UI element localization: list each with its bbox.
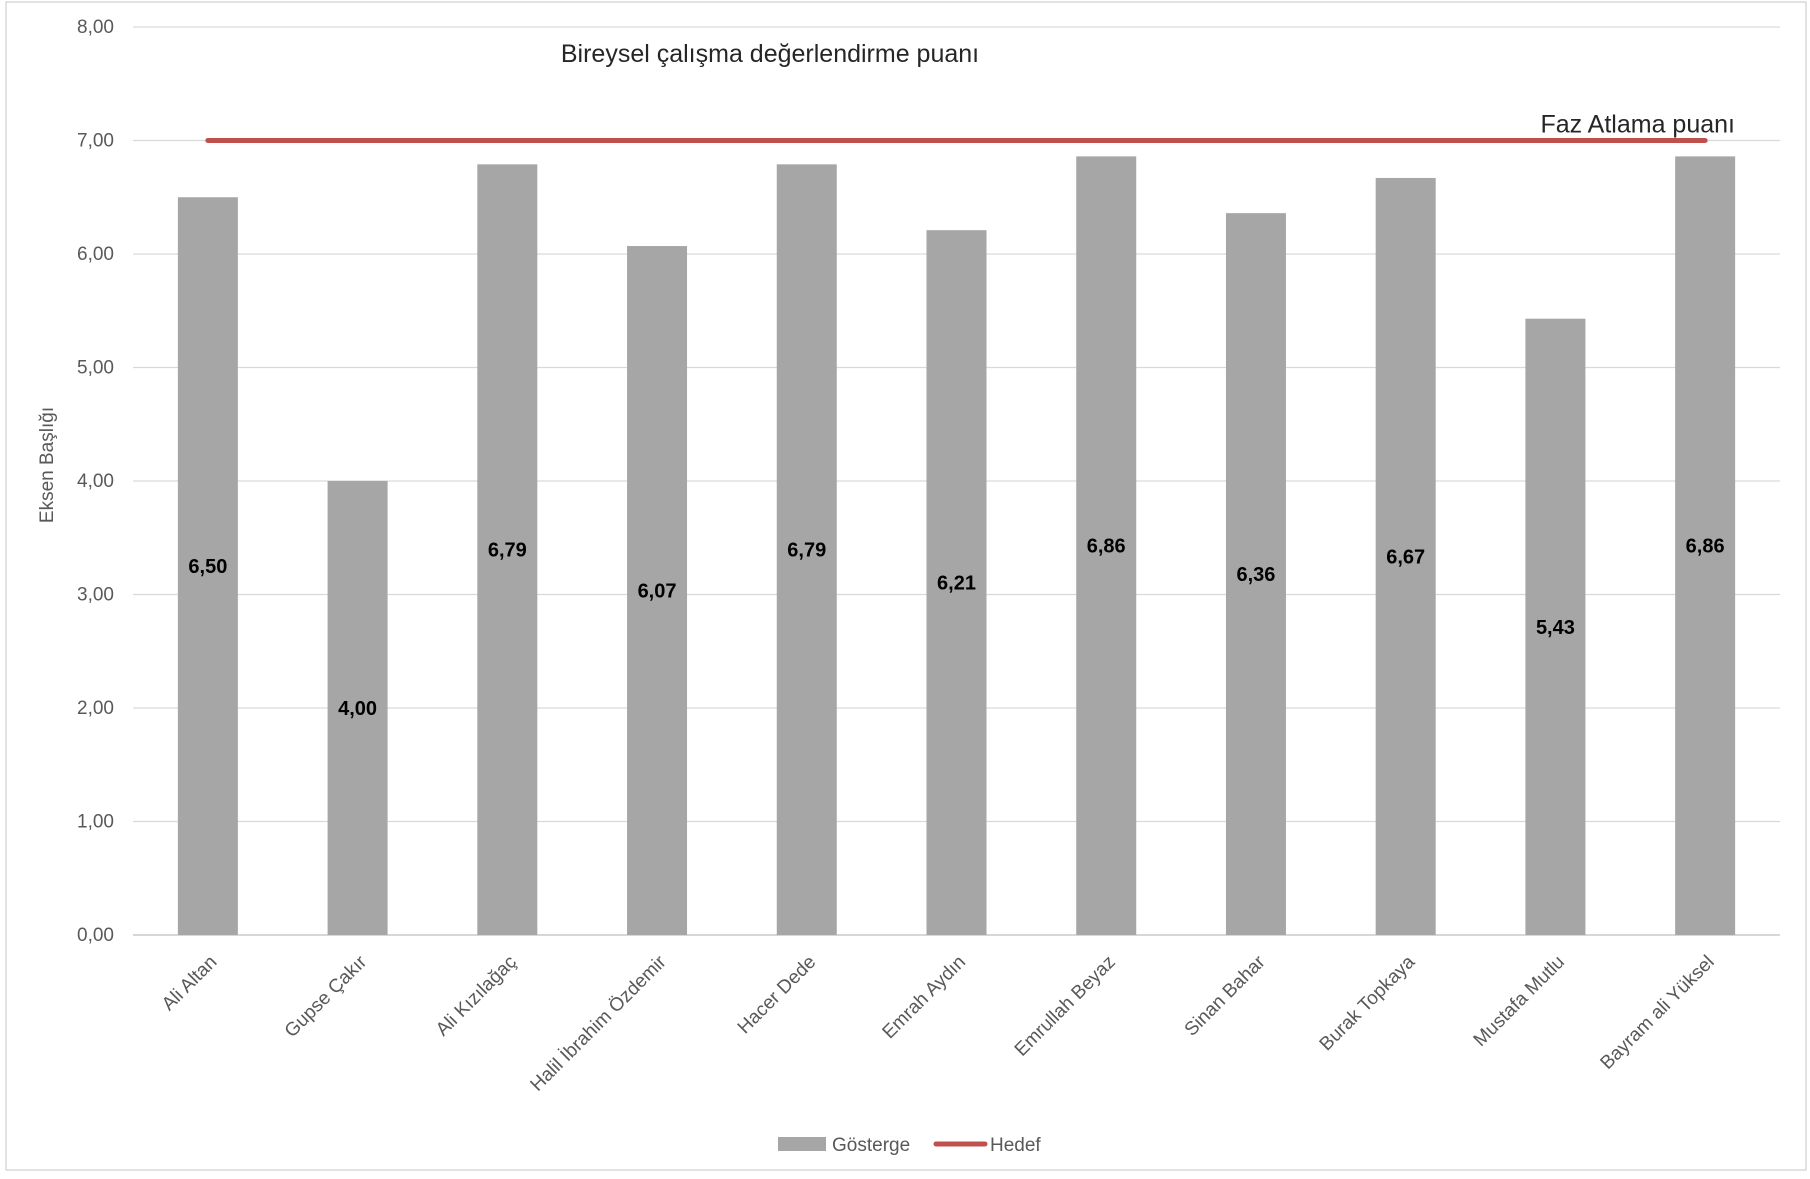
bar xyxy=(627,246,688,935)
bar xyxy=(1076,156,1137,935)
y-tick-label: 1,00 xyxy=(77,812,114,833)
data-label: 6,50 xyxy=(188,556,227,578)
y-tick-label: 8,00 xyxy=(77,17,114,38)
bar xyxy=(776,164,837,935)
bar xyxy=(327,481,388,935)
data-label: 6,79 xyxy=(787,540,826,562)
data-label: 6,86 xyxy=(1087,536,1126,558)
bars xyxy=(177,156,1736,936)
chart-frame xyxy=(5,1,1807,1171)
data-label: 5,43 xyxy=(1536,617,1575,639)
bar xyxy=(926,230,987,936)
y-tick-label: 5,00 xyxy=(77,358,114,379)
chart-title: Bireysel çalışma değerlendirme puanı xyxy=(561,40,979,68)
y-tick-label: 6,00 xyxy=(77,244,114,265)
bar xyxy=(1225,213,1286,935)
data-label: 6,07 xyxy=(638,581,677,603)
bar xyxy=(1675,156,1736,935)
target-line-annotation: Faz Atlama puanı xyxy=(1540,111,1735,139)
y-tick-label: 0,00 xyxy=(77,925,114,946)
data-label: 6,21 xyxy=(937,573,976,595)
y-axis-label: Eksen Başlığı xyxy=(37,407,58,523)
data-label: 6,86 xyxy=(1686,536,1725,558)
bar xyxy=(477,164,538,935)
bar xyxy=(1375,177,1436,935)
bar xyxy=(177,197,238,935)
data-labels: 6,50 4,00 6,79 6,07 6,79 6,21 6,86 6,36 6,67 5,43… xyxy=(188,536,1724,720)
data-label: 6,67 xyxy=(1386,546,1425,568)
data-label: 6,79 xyxy=(488,540,527,562)
legend-label-gosterge: Gösterge xyxy=(832,1135,910,1156)
bar xyxy=(1525,318,1586,935)
y-tick-label: 7,00 xyxy=(77,131,114,152)
legend-swatch-gosterge xyxy=(778,1137,826,1151)
y-tick-label: 2,00 xyxy=(77,698,114,719)
data-label: 6,36 xyxy=(1236,564,1275,586)
legend: Gösterge Hedef xyxy=(778,1135,1041,1156)
y-axis-ticks: 0,00 1,00 2,00 3,00 4,00 5,00 6,00 7,00 8,00 xyxy=(77,17,114,946)
legend-label-hedef: Hedef xyxy=(990,1135,1041,1156)
y-tick-label: 4,00 xyxy=(77,471,114,492)
y-tick-label: 3,00 xyxy=(77,585,114,606)
data-label: 4,00 xyxy=(338,698,377,720)
